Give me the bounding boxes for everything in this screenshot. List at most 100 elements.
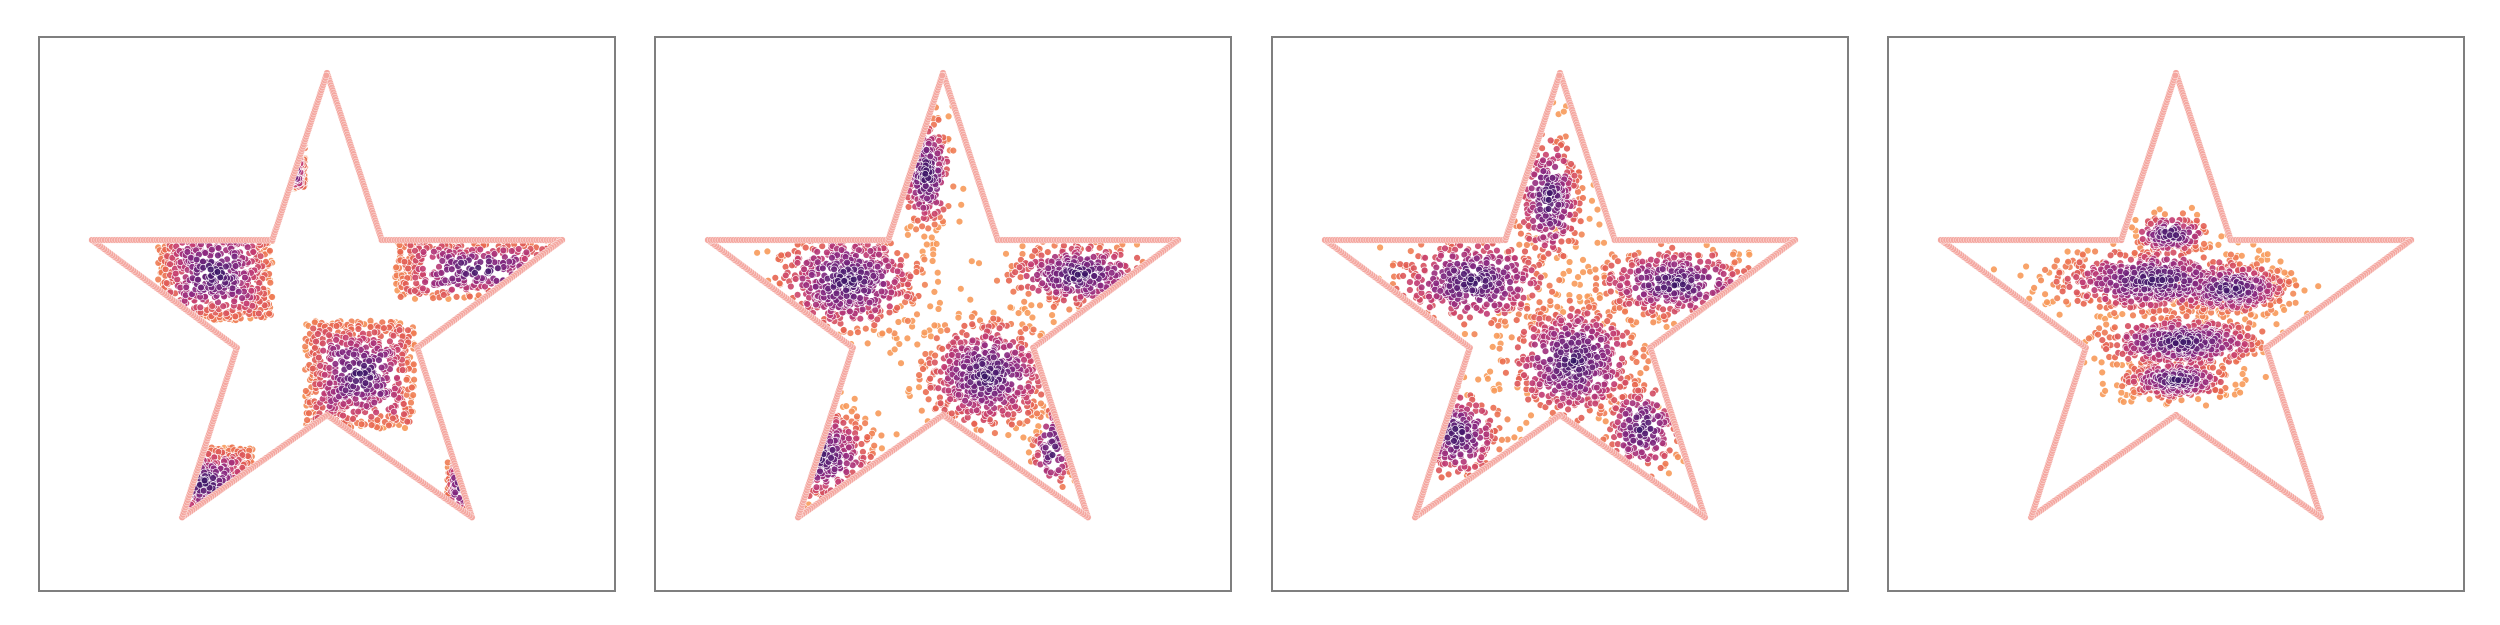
scatter-point bbox=[924, 224, 932, 233]
scatter-point bbox=[325, 331, 333, 339]
scatter-point bbox=[494, 264, 502, 272]
scatter-point bbox=[451, 488, 459, 497]
scatter-point bbox=[1027, 301, 1035, 309]
scatter-point bbox=[1009, 288, 1018, 296]
scatter-point bbox=[865, 298, 874, 307]
scatter-point bbox=[207, 265, 215, 274]
scatter-point bbox=[856, 294, 864, 302]
scatter-point bbox=[490, 250, 499, 258]
scatter-point bbox=[858, 305, 867, 314]
scatter-point bbox=[1096, 281, 1105, 290]
scatter-point bbox=[832, 289, 841, 298]
scatter-point bbox=[341, 386, 350, 394]
scatter-point bbox=[918, 407, 926, 415]
scatter-point bbox=[238, 294, 246, 302]
scatter-point bbox=[1003, 351, 1011, 359]
scatter-point bbox=[1037, 261, 1046, 269]
scatter-point bbox=[928, 233, 936, 242]
scatter-point bbox=[1008, 420, 1016, 429]
panel-1 bbox=[38, 36, 616, 592]
scatter-point bbox=[1074, 271, 1082, 279]
scatter-point bbox=[408, 383, 416, 392]
scatter-point bbox=[923, 240, 931, 249]
scatter-point bbox=[884, 262, 893, 270]
scatter-point bbox=[954, 391, 963, 399]
scatter-point bbox=[852, 434, 860, 443]
scatter-point bbox=[912, 225, 920, 234]
scatter-point bbox=[1024, 409, 1032, 417]
scatter-point bbox=[912, 268, 921, 276]
scatter-point bbox=[919, 204, 928, 212]
scatter-point bbox=[966, 378, 975, 386]
scatter-point bbox=[819, 264, 827, 273]
scatter-point bbox=[840, 326, 848, 334]
scatter-point bbox=[922, 146, 931, 154]
scatter-point bbox=[484, 267, 492, 276]
scatter-point bbox=[485, 257, 493, 266]
scatter-point bbox=[1008, 397, 1016, 405]
scatter-point bbox=[356, 369, 364, 378]
scatter-point bbox=[998, 384, 1006, 392]
scatter-point bbox=[968, 336, 977, 345]
scatter-point bbox=[1017, 284, 1025, 292]
scatter-point bbox=[1020, 298, 1028, 306]
scatter-point bbox=[361, 379, 370, 387]
scatter-point bbox=[839, 419, 848, 427]
scatter-point bbox=[196, 303, 205, 312]
scatter-point bbox=[208, 302, 216, 310]
scatter-point bbox=[892, 430, 901, 438]
scatter-point bbox=[1044, 264, 1052, 273]
scatter-point bbox=[1029, 325, 1038, 334]
scatter-point bbox=[214, 251, 222, 260]
scatter-point bbox=[828, 446, 837, 454]
scatter-point bbox=[850, 293, 858, 301]
scatter-point bbox=[926, 384, 935, 392]
scatter-point bbox=[499, 246, 508, 255]
scatter-point bbox=[777, 251, 785, 260]
scatter-point bbox=[828, 254, 836, 262]
scatter-point bbox=[920, 328, 929, 337]
scatter-point bbox=[515, 245, 523, 253]
scatter-point bbox=[867, 313, 875, 321]
scatter-point bbox=[812, 483, 821, 491]
scatter-point bbox=[893, 267, 902, 276]
scatter-point bbox=[360, 362, 368, 370]
scatter-point bbox=[782, 271, 790, 280]
scatter-point bbox=[928, 257, 937, 265]
scatter-point bbox=[943, 326, 951, 334]
scatter-point bbox=[966, 296, 974, 304]
scatter-point bbox=[438, 257, 446, 265]
scatter-point bbox=[840, 277, 848, 285]
scatter-point bbox=[357, 420, 366, 428]
scatter-point bbox=[402, 376, 411, 384]
scatter-point bbox=[481, 282, 489, 291]
scatter-point bbox=[961, 397, 969, 405]
scatter-point bbox=[1060, 296, 1068, 304]
scatter-point bbox=[936, 399, 945, 407]
scatter-point bbox=[390, 391, 398, 399]
scatter-point bbox=[870, 442, 878, 450]
scatter-point bbox=[968, 257, 976, 265]
scatter-point bbox=[816, 467, 824, 475]
scatter-point bbox=[1036, 301, 1044, 310]
scatter-point bbox=[410, 376, 418, 384]
scatter-point bbox=[879, 280, 888, 288]
scatter-point bbox=[1044, 248, 1052, 256]
scatter-points bbox=[753, 102, 1147, 518]
scatter-point bbox=[1004, 410, 1012, 419]
scatter-point bbox=[199, 257, 207, 266]
scatter-point bbox=[378, 363, 386, 372]
scatter-point bbox=[316, 380, 324, 388]
scatter-point bbox=[410, 360, 418, 369]
scatter-point bbox=[929, 250, 937, 259]
scatter-point bbox=[1096, 264, 1104, 273]
scatter-point bbox=[1038, 279, 1046, 287]
scatter-point bbox=[934, 384, 942, 392]
scatter-point bbox=[448, 286, 456, 294]
scatter-point bbox=[793, 259, 802, 267]
scatter-point bbox=[182, 283, 190, 292]
scatter-point bbox=[915, 371, 923, 379]
scatter-point bbox=[1018, 242, 1027, 250]
scatter-point bbox=[222, 262, 230, 271]
scatter-point bbox=[231, 262, 240, 270]
